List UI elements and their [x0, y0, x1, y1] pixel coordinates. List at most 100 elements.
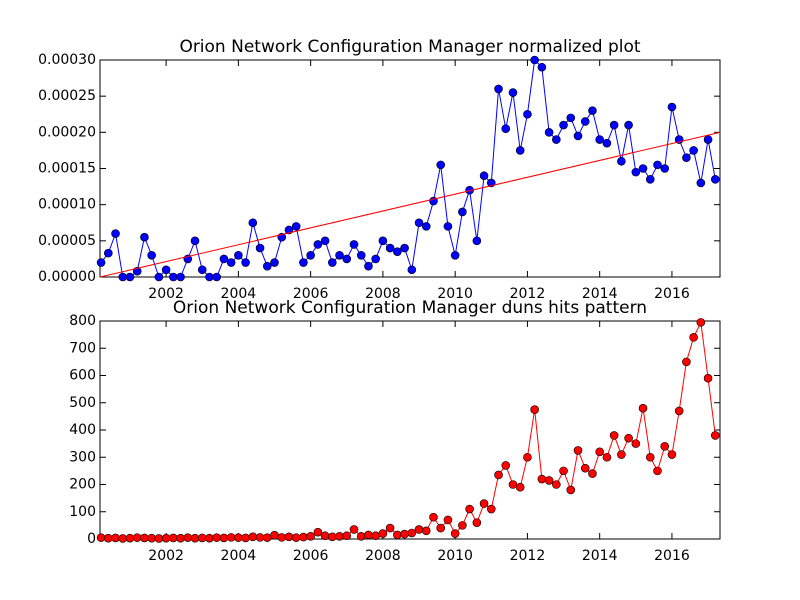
data-point [436, 523, 446, 533]
data-point [241, 258, 250, 267]
data-point [689, 333, 698, 342]
data-point [277, 533, 287, 542]
data-point [255, 533, 265, 542]
data-point [349, 525, 359, 534]
data-point [450, 529, 460, 538]
x-tick-label: 2002 [148, 286, 184, 302]
data-point [364, 530, 373, 540]
y-tick-label: 400 [69, 422, 96, 438]
data-point [559, 120, 568, 130]
data-point [255, 243, 265, 253]
data-point [140, 533, 149, 543]
data-point [682, 357, 691, 367]
y-tick-label: 500 [69, 395, 96, 411]
data-point [624, 433, 633, 443]
data-point [161, 533, 171, 543]
data-point [125, 272, 135, 282]
x-tick-label: 2014 [582, 286, 618, 302]
data-point [682, 153, 691, 162]
data-point [537, 62, 547, 72]
data-point [262, 261, 272, 271]
x-tick-label: 2012 [510, 286, 546, 302]
data-point [393, 247, 402, 256]
data-point [494, 470, 503, 480]
data-point [270, 258, 279, 267]
data-point [631, 439, 641, 448]
data-point [219, 533, 229, 543]
data-line [101, 320, 716, 539]
data-point [248, 532, 258, 542]
trend-line [99, 131, 721, 278]
data-point [393, 530, 402, 540]
data-point [580, 117, 590, 126]
x-tick-label: 2016 [654, 548, 690, 564]
data-point [349, 240, 359, 249]
data-point [653, 160, 662, 170]
data-point [458, 207, 467, 217]
data-point [588, 469, 597, 478]
data-point [190, 533, 200, 543]
data-point [689, 146, 698, 155]
data-point [660, 442, 670, 451]
data-point [472, 518, 482, 527]
data-point [132, 533, 142, 542]
data-point [609, 431, 619, 440]
data-point [212, 533, 222, 542]
data-point [703, 135, 713, 144]
chart-title: Orion Network Configuration Manager norm… [179, 37, 640, 57]
data-point [443, 222, 453, 231]
data-point [566, 485, 576, 495]
data-point [537, 474, 547, 484]
data-point [154, 272, 164, 282]
data-point [385, 523, 395, 533]
data-point [104, 248, 113, 258]
y-tick-label: 700 [69, 340, 96, 356]
data-point [205, 272, 214, 282]
data-point [299, 258, 308, 267]
data-point [617, 450, 626, 459]
data-point [125, 533, 135, 543]
y-tick-label: 100 [69, 504, 96, 520]
data-point [205, 533, 214, 543]
data-point [414, 218, 424, 228]
x-tick-label: 2014 [582, 548, 618, 564]
data-point [653, 466, 662, 476]
data-point [234, 251, 243, 260]
data-point [479, 171, 489, 181]
data-point [515, 482, 525, 492]
data-point [313, 240, 323, 249]
data-point [356, 531, 366, 541]
data-point [161, 265, 171, 275]
data-point [609, 120, 619, 130]
y-tick-label: 200 [69, 477, 96, 493]
x-tick-label: 2008 [365, 548, 401, 564]
data-point [465, 504, 474, 514]
data-point [320, 236, 330, 246]
data-point [552, 480, 561, 489]
data-point [147, 251, 156, 260]
data-point [385, 243, 395, 253]
data-point [169, 533, 178, 543]
data-point [458, 521, 467, 530]
y-tick-label: 0 [87, 531, 96, 547]
data-point [197, 533, 207, 543]
data-point [580, 463, 590, 473]
data-point [472, 236, 482, 246]
data-point [190, 236, 200, 246]
data-point [703, 373, 713, 383]
data-point [443, 515, 453, 525]
data-point [212, 272, 222, 282]
data-point [696, 178, 706, 188]
data-point [660, 164, 670, 173]
plot-area [99, 320, 721, 540]
data-point [371, 254, 380, 264]
data-point [291, 533, 301, 542]
x-tick-label: 2004 [221, 548, 257, 564]
data-point [400, 243, 409, 253]
data-point [523, 109, 532, 119]
data-point [219, 254, 229, 264]
data-point [544, 476, 554, 485]
data-point [407, 528, 417, 538]
data-point [400, 529, 409, 539]
y-tick-label: 0.00000 [38, 269, 96, 285]
